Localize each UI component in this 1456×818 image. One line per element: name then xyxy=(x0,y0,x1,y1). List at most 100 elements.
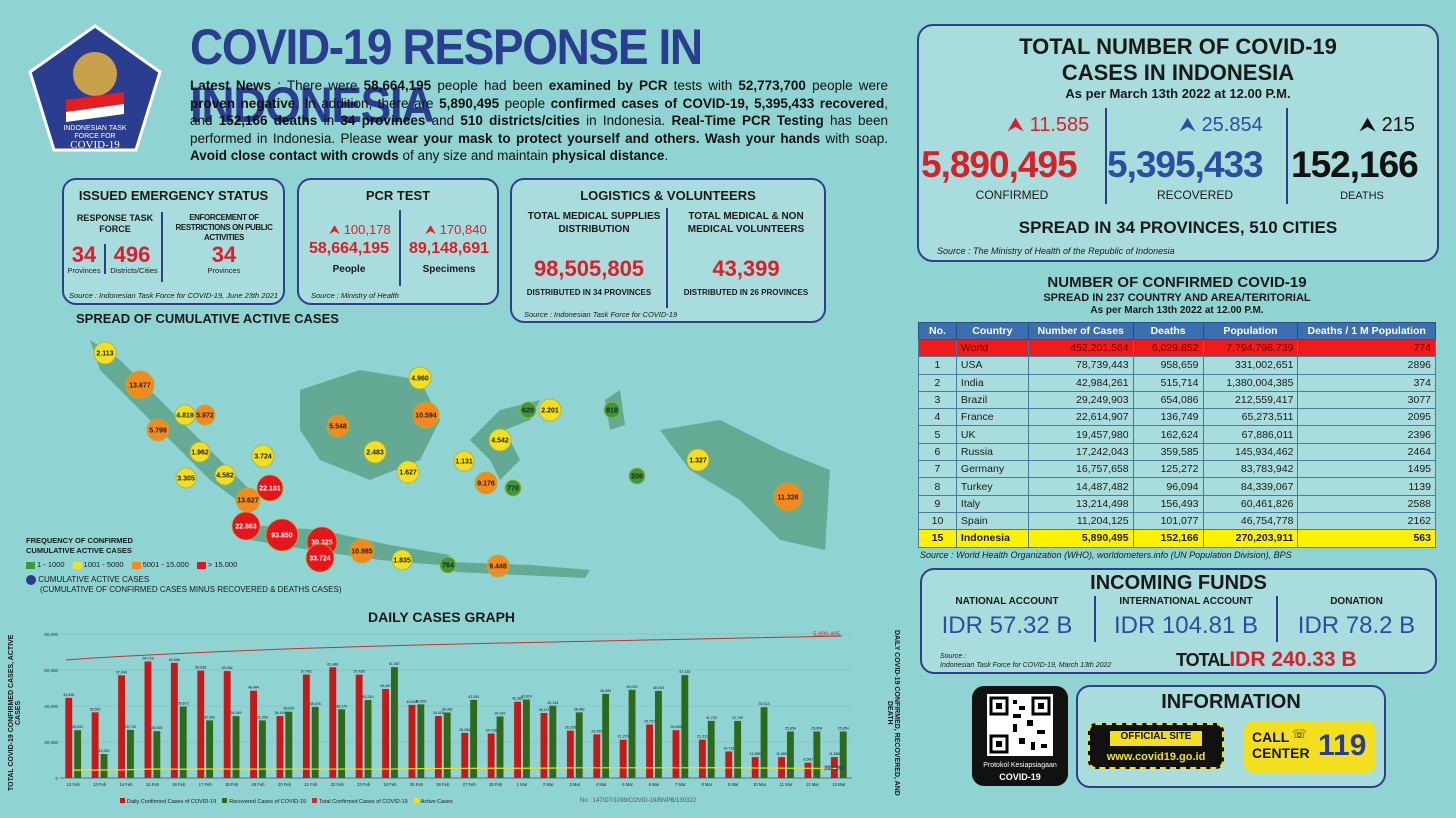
world-asof: As per March 13th 2022 at 12.00 P.M. xyxy=(1090,305,1264,316)
map-bubble-label: 13.627 xyxy=(237,498,259,505)
legend-swatch xyxy=(312,798,317,803)
x-tick-label: 15 Feb xyxy=(146,782,160,787)
confirmed-bar xyxy=(566,730,574,778)
recovered-bar xyxy=(74,730,82,778)
recovered-bar xyxy=(179,706,187,778)
news-segment: examined by PCR xyxy=(548,78,668,93)
map-bubble xyxy=(396,460,420,484)
chart-legend: Daily Confirmed Cases of COVID-19 Recover… xyxy=(120,798,453,805)
x-tick-label: 13 Feb xyxy=(93,782,107,787)
news-segment: people xyxy=(499,95,551,111)
totals-source: Source : The Ministry of Health of the R… xyxy=(937,246,1175,256)
table-cell: 4 xyxy=(918,408,957,427)
map-bubble xyxy=(256,474,284,502)
news-segment: and xyxy=(425,113,461,128)
table-row: 9 Italy 13,214,498 156,493 60,461,826 2588 xyxy=(918,494,1436,513)
official-site-button[interactable]: OFFICIAL SITE www.covid19.go.id xyxy=(1088,723,1224,769)
international-label: INTERNATIONAL ACCOUNT xyxy=(1119,596,1253,607)
total-confirmed-line xyxy=(65,635,843,661)
table-cell: 3 xyxy=(918,390,957,410)
confirmed-data-label: 24,728 xyxy=(486,728,497,732)
supplies-footer: DISTRIBUTED IN 34 PROVINCES xyxy=(526,288,652,297)
confirmed-data-label: 57,049 xyxy=(116,670,127,674)
confirmed-bar xyxy=(197,670,205,778)
table-row: 2 India 42,984,261 515,714 1,380,004,385 374 xyxy=(918,373,1436,392)
recovered-data-label: 31,700 xyxy=(732,716,743,720)
active-last-label: 392,996 xyxy=(824,766,846,772)
map-bubble-label: 1.131 xyxy=(455,459,473,466)
table-cell: 515,714 xyxy=(1132,373,1204,392)
news-segment: in Indonesia. xyxy=(579,113,672,128)
recovered-bar xyxy=(760,707,768,778)
confirmed-bar xyxy=(804,762,812,778)
x-tick-label: 13 Mar xyxy=(832,782,846,787)
totals-panel: TOTAL NUMBER OF COVID-19 CASES IN INDONE… xyxy=(917,24,1439,262)
call-center-button[interactable]: CALL CENTER ☏ 119 xyxy=(1244,721,1376,773)
map-bubble xyxy=(474,471,498,495)
table-cell: 452,201,564 xyxy=(1027,338,1134,358)
map-bubble-label: 10.594 xyxy=(415,413,437,420)
recovered-data-label: 31,723 xyxy=(706,716,717,720)
map-bubble-label: 13.677 xyxy=(129,383,151,390)
confirmed-bar xyxy=(302,674,310,778)
supplies-value: 98,505,805 xyxy=(533,256,645,281)
totals-title: TOTAL NUMBER OF COVID-19 CASES IN INDONE… xyxy=(1019,34,1337,85)
map-title: SPREAD OF CUMULATIVE ACTIVE CASES xyxy=(76,311,339,326)
deaths-increase: ⮝ 215 xyxy=(1359,114,1415,136)
confirmed-data-label: 11,585 xyxy=(776,752,787,756)
table-cell: 78,739,443 xyxy=(1027,356,1134,375)
cumulative-legend-label: CUMULATIVE ACTIVE CASES xyxy=(38,575,150,585)
table-header-cell: No. xyxy=(918,322,957,340)
map-legend: 1 - 1000 1001 - 5000 5001 - 15.000 > 15.000 xyxy=(26,560,237,569)
recovered-bar xyxy=(417,704,425,778)
recovered-bar xyxy=(707,720,715,778)
confirmed-data-label: 63,956 xyxy=(169,658,180,662)
recovered-data-label: 34,167 xyxy=(495,711,506,715)
map-bubble xyxy=(146,418,170,442)
recovered-data-label: 25,854 xyxy=(811,726,822,730)
recovered-bar xyxy=(364,700,372,778)
map-bubble xyxy=(305,543,335,573)
map-bubble-label: 2.201 xyxy=(541,408,559,415)
table-cell: 162,624 xyxy=(1132,425,1204,444)
recovered-bar xyxy=(839,731,847,778)
confirmed-data-label: 25,054 xyxy=(459,728,470,732)
logo-line-2: FORCE FOR xyxy=(74,133,115,140)
recovered-data-label: 40,134 xyxy=(547,701,558,705)
table-cell: 60,461,826 xyxy=(1202,494,1299,513)
table-cell: 654,086 xyxy=(1132,390,1204,410)
task-force-logo: INDONESIAN TASK FORCE FOR COVID-19 xyxy=(28,24,162,152)
table-cell: 2 xyxy=(918,373,957,392)
recovered-data-label: 43,310 xyxy=(363,695,374,699)
recovered-bar xyxy=(391,667,398,778)
table-header-cell: Number of Cases xyxy=(1027,322,1134,340)
map-bubble-label: 1.835 xyxy=(393,558,411,565)
national-label: NATIONAL ACCOUNT xyxy=(955,596,1059,607)
chart-legend-item: Active Cases xyxy=(413,798,453,805)
recovered-data-label: 43,610 xyxy=(521,695,532,699)
recovered-bar xyxy=(206,720,214,778)
logo-line-3: COVID-19 xyxy=(70,139,120,151)
legend-swatch xyxy=(222,798,228,803)
recovered-data-label: 46,699 xyxy=(600,689,611,693)
cumulative-legend-sub: (CUMULATIVE OF CONFIRMED CASES MINUS REC… xyxy=(40,585,342,594)
emergency-title: ISSUED EMERGENCY STATUS xyxy=(78,188,269,203)
table-cell: 65,273,511 xyxy=(1202,408,1299,427)
confirmed-bar xyxy=(514,701,521,778)
confirmed-bar xyxy=(487,733,495,778)
totals-asof: As per March 13th 2022 at 12.00 P.M. xyxy=(1065,86,1291,101)
news-segment: . xyxy=(664,148,669,163)
table-cell: 2162 xyxy=(1297,511,1436,531)
map-bubble-label: 3.305 xyxy=(177,476,195,483)
donation-amount: IDR 78.2 B xyxy=(1297,612,1416,639)
map-bubble-label: 620 xyxy=(522,408,534,415)
table-cell: 14,487,482 xyxy=(1027,477,1134,496)
qr-card[interactable]: Protokol Kesiapsiagaan COVID-19 xyxy=(972,686,1068,786)
map-bubble xyxy=(214,464,236,486)
recovered-bar xyxy=(259,720,266,778)
table-row: 8 Turkey 14,487,482 96,094 84,339,067 1139 xyxy=(918,477,1436,496)
emergency-source: Source : Indonesian Task Force for COVID… xyxy=(68,291,278,300)
news-segment: : There were xyxy=(271,78,364,93)
recovered-bar xyxy=(443,712,451,778)
pcr-test-panel: PCR TEST ⮝ 100,178 58,664,195 People ⮝ 1… xyxy=(297,178,499,305)
